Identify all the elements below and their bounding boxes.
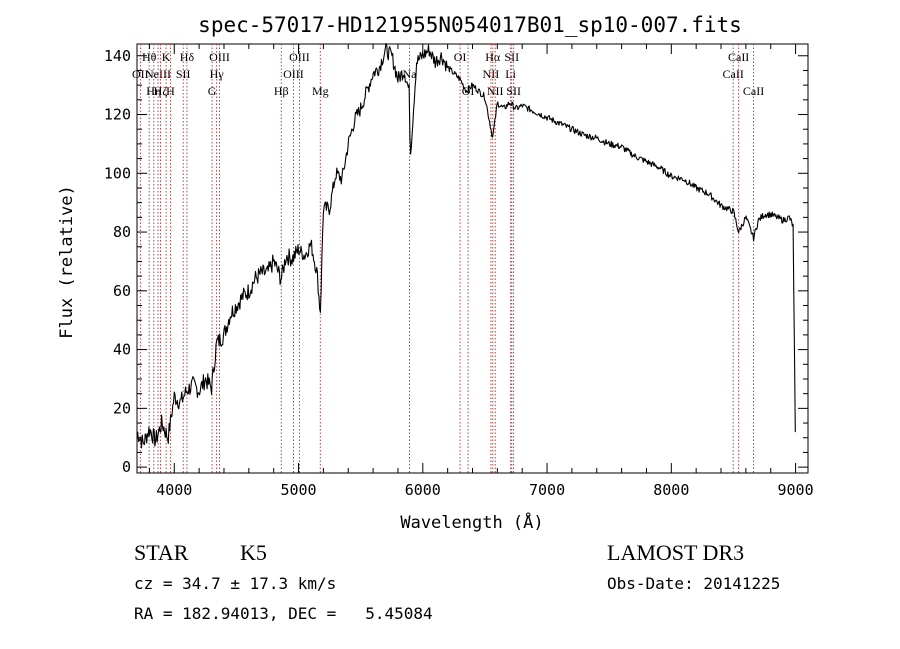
line-marker-label: OIII [209, 50, 230, 64]
x-tick-label: 9000 [778, 481, 814, 499]
line-marker-label: G [208, 84, 217, 98]
line-marker-label: Hγ [210, 67, 225, 81]
y-tick-label: 120 [104, 106, 131, 124]
line-marker-label: CaII [723, 67, 744, 81]
x-tick-label: 5000 [280, 481, 316, 499]
y-tick-label: 100 [104, 164, 131, 182]
x-tick-label: 8000 [653, 481, 689, 499]
line-marker-label: H [166, 84, 175, 98]
y-axis-label: Flux (relative) [57, 185, 77, 339]
y-tick-label: 80 [113, 223, 131, 241]
line-marker-label: Mg [312, 84, 329, 98]
line-marker-label: Hδ [180, 50, 195, 64]
object-class: STAR [134, 540, 189, 565]
line-marker-label: Hη [146, 84, 161, 98]
x-tick-label: 7000 [529, 481, 565, 499]
line-marker-label: OI [454, 50, 467, 64]
line-marker-label: K [162, 50, 171, 64]
redshift-readout: cz = 34.7 ± 17.3 km/s [134, 574, 336, 593]
line-marker-label: SII [504, 50, 519, 64]
line-marker-label: NII [483, 67, 500, 81]
y-tick-label: 140 [104, 47, 131, 65]
line-marker-label: Hβ [274, 84, 289, 98]
line-marker-label: CaII [728, 50, 749, 64]
line-marker-label: Hα [485, 50, 501, 64]
y-tick-label: 60 [113, 282, 131, 300]
line-marker-label: OIII [289, 50, 310, 64]
y-tick-label: 0 [122, 458, 131, 476]
line-marker-label: NeIII [145, 67, 171, 81]
line-marker-label: OIII [283, 67, 304, 81]
x-tick-label: 6000 [405, 481, 441, 499]
chart-title: spec-57017-HD121955N054017B01_sp10-007.f… [198, 13, 742, 37]
line-marker-label: Li [505, 67, 516, 81]
obs-date: Obs-Date: 20141225 [607, 574, 780, 593]
y-tick-label: 20 [113, 399, 131, 417]
line-marker-label: Hζ [154, 84, 168, 98]
spectrum-line [136, 43, 796, 449]
line-marker-label: Na [403, 67, 418, 81]
survey-name: LAMOST DR3 [607, 540, 744, 565]
line-marker-label: CaII [743, 84, 764, 98]
y-tick-label: 40 [113, 341, 131, 359]
line-marker-label: OII [132, 67, 149, 81]
axes-frame [136, 43, 809, 474]
line-marker-label: Hθ [142, 50, 157, 64]
coordinates: RA = 182.94013, DEC = 5.45084 [134, 604, 433, 623]
plot-area: OIIHθHηNeIIIHζKHSIIHδGHγOIIIHβOIIIOIIIMg… [104, 43, 814, 499]
line-marker-label: NII [487, 84, 504, 98]
line-marker-label: SII [176, 67, 191, 81]
x-tick-label: 4000 [156, 481, 192, 499]
object-subclass: K5 [240, 540, 267, 565]
line-marker-label: SII [506, 84, 521, 98]
x-axis-label: Wavelength (Å) [400, 511, 543, 533]
